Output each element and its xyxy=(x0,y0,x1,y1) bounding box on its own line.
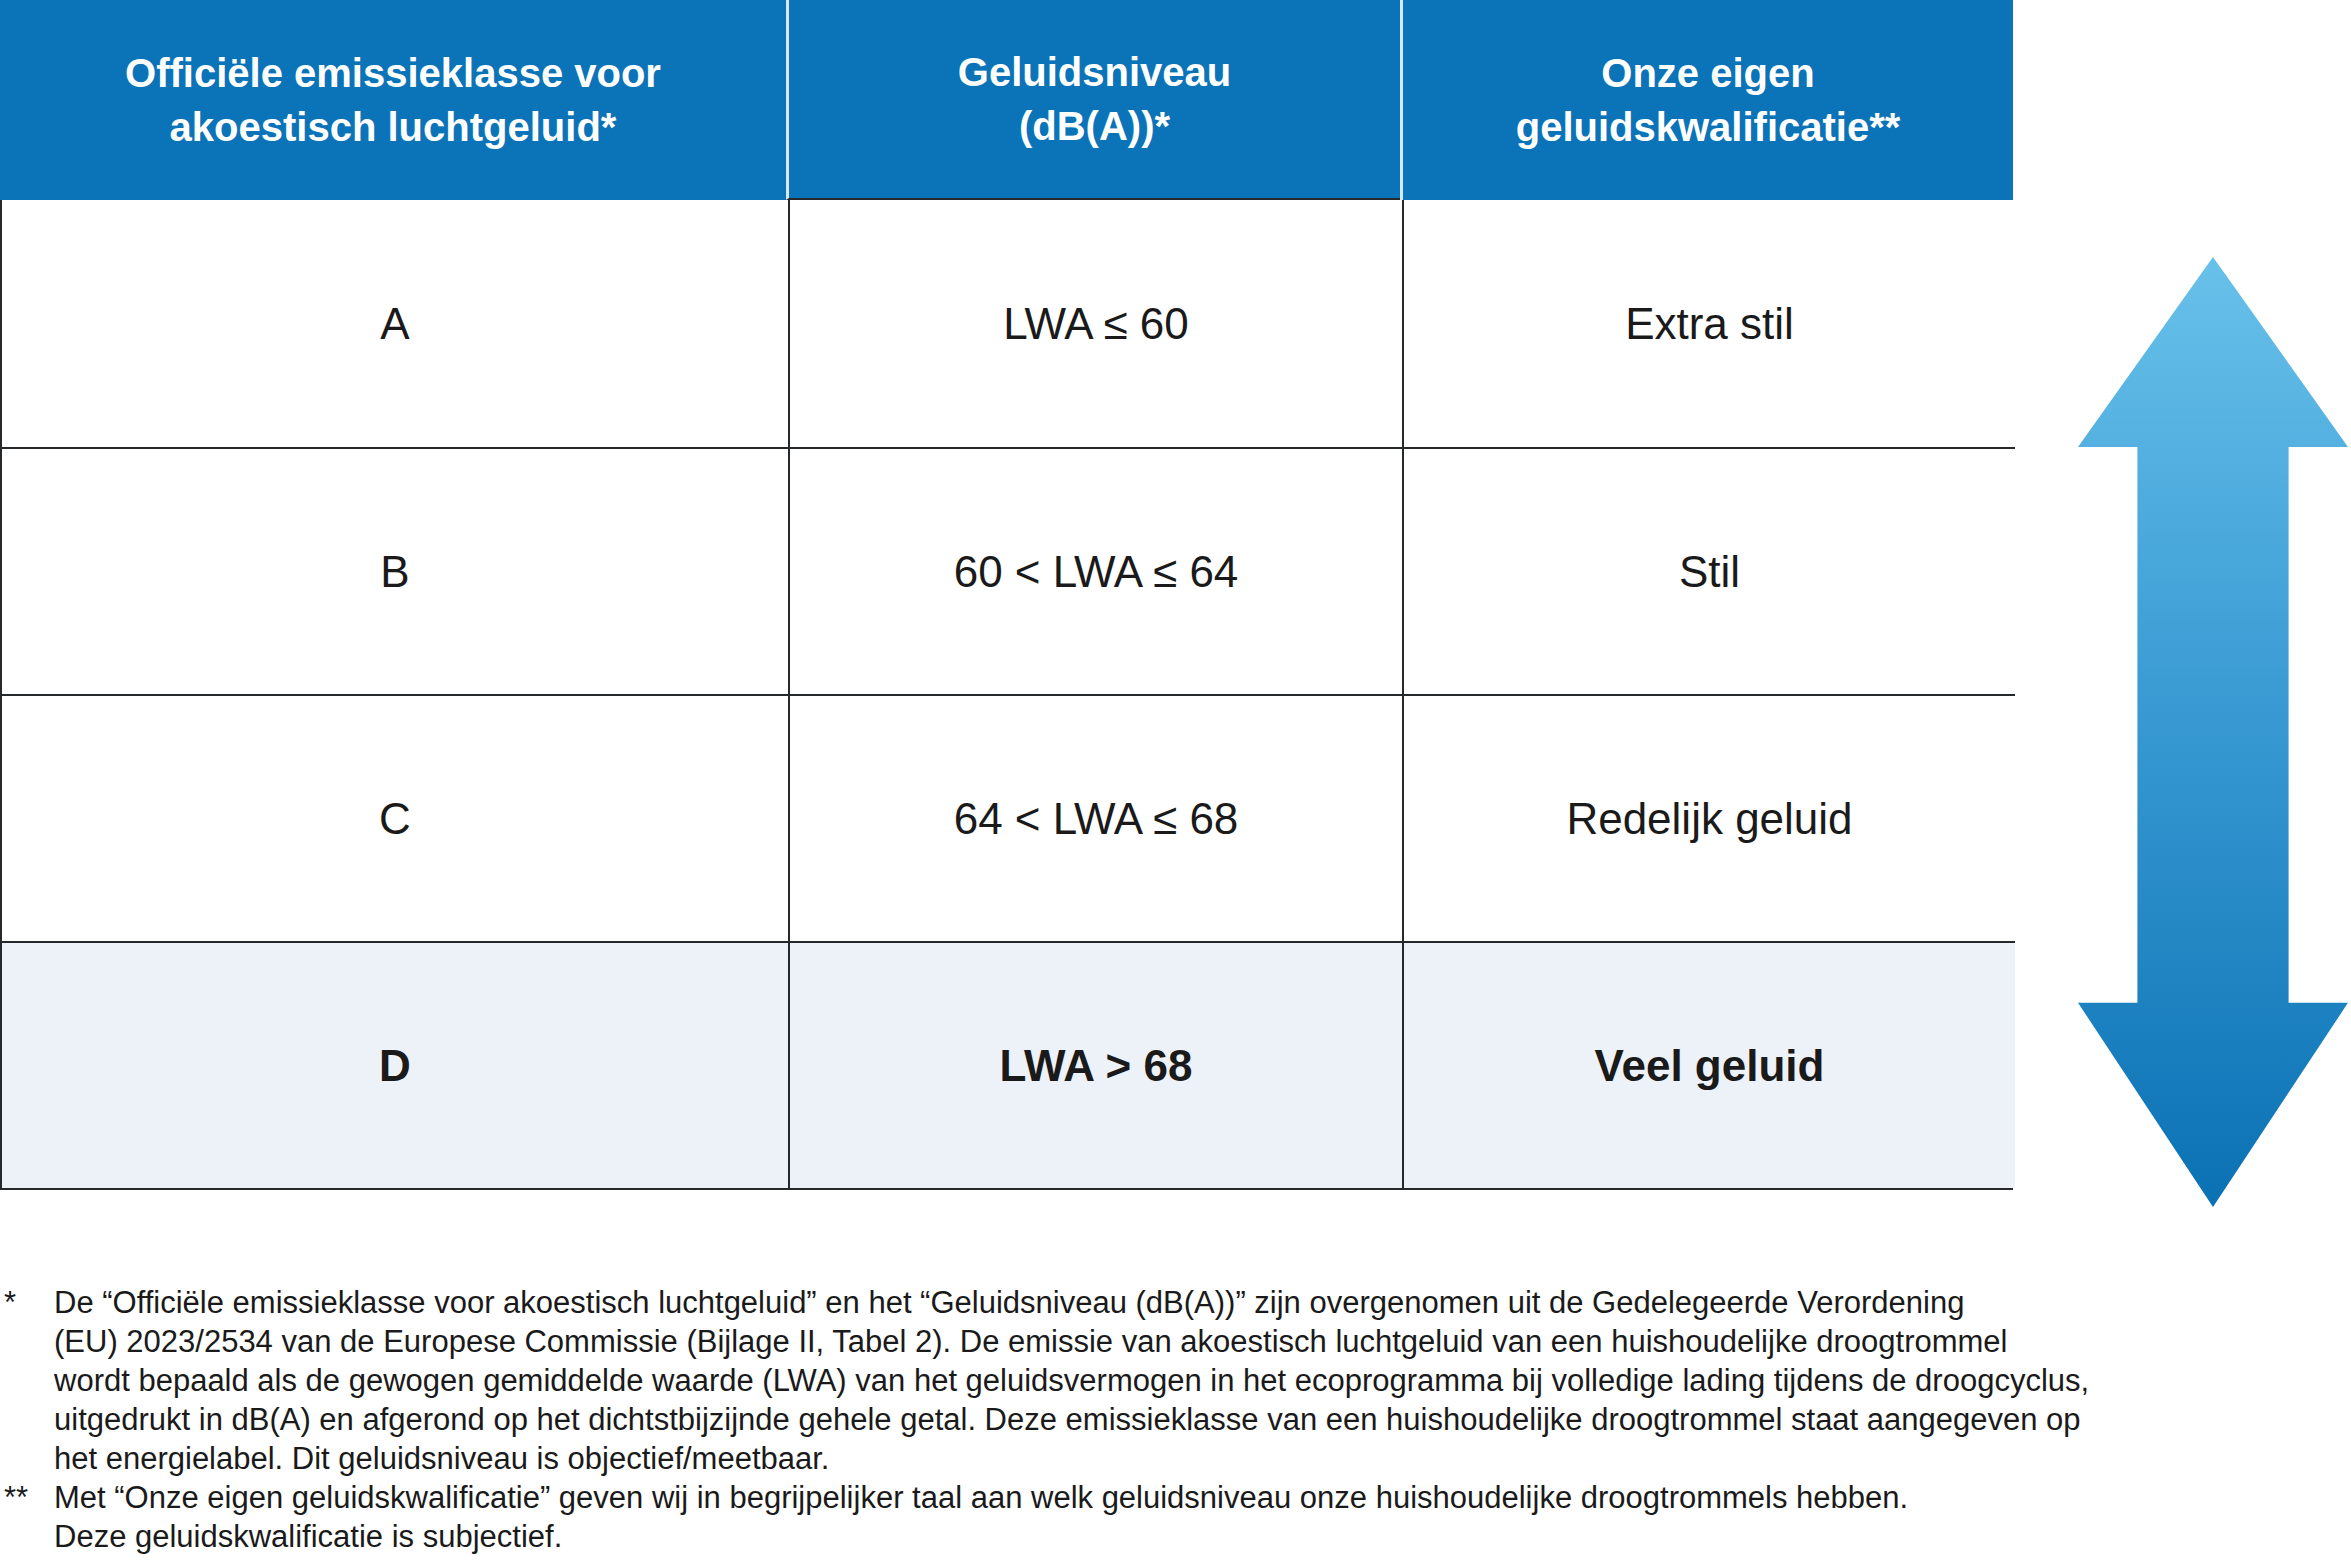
footnote-line: wordt bepaald als de gewogen gemiddelde … xyxy=(54,1361,2349,1400)
cell-geluidsniveau: LWA ≤ 60 xyxy=(788,200,1402,447)
footnote-emissieklasse: * De “Officiële emissieklasse voor akoes… xyxy=(4,1283,2349,1478)
up-down-arrow-icon xyxy=(2078,257,2348,1207)
footnote-line: De “Officiële emissieklasse voor akoesti… xyxy=(54,1283,2349,1322)
footnote-line: Deze geluidskwalificatie is subjectief. xyxy=(54,1517,2349,1556)
footnote-geluidskwalificatie: ** Met “Onze eigen geluidskwalificatie” … xyxy=(4,1478,2349,1556)
footnote-line: Met “Onze eigen geluidskwalificatie” gev… xyxy=(54,1478,2349,1517)
asterisk-marker: * xyxy=(4,1283,16,1322)
column-header-line: Officiële emissieklasse voor xyxy=(125,46,661,100)
table-header-row: Officiële emissieklasse voor akoestisch … xyxy=(0,0,2013,200)
cell-klasse: C xyxy=(2,694,788,941)
footnote-line: (EU) 2023/2534 van de Europese Commissie… xyxy=(54,1322,2349,1361)
footnote-line: uitgedrukt in dB(A) en afgerond op het d… xyxy=(54,1400,2349,1439)
cell-kwalificatie: Extra stil xyxy=(1402,200,2015,447)
column-header-line: geluidskwalificatie** xyxy=(1516,100,1901,154)
double-asterisk-marker: ** xyxy=(4,1478,28,1517)
cell-kwalificatie: Veel geluid xyxy=(1402,941,2015,1188)
noise-class-table: Officiële emissieklasse voor akoestisch … xyxy=(0,0,2013,1190)
cell-geluidsniveau: 64 < LWA ≤ 68 xyxy=(788,694,1402,941)
column-header-line: Onze eigen xyxy=(1601,46,1814,100)
cell-kwalificatie: Redelijk geluid xyxy=(1402,694,2015,941)
column-header-line: Geluidsniveau xyxy=(958,45,1231,99)
column-header-geluidskwalificatie: Onze eigen geluidskwalificatie** xyxy=(1400,0,2013,200)
cell-klasse: A xyxy=(2,200,788,447)
cell-kwalificatie: Stil xyxy=(1402,447,2015,694)
column-header-geluidsniveau: Geluidsniveau (dB(A))* xyxy=(786,0,1400,200)
cell-geluidsniveau: LWA > 68 xyxy=(788,941,1402,1188)
cell-geluidsniveau: 60 < LWA ≤ 64 xyxy=(788,447,1402,694)
column-header-emissieklasse: Officiële emissieklasse voor akoestisch … xyxy=(0,0,786,200)
cell-klasse: D xyxy=(2,941,788,1188)
column-header-line: akoestisch luchtgeluid* xyxy=(170,100,617,154)
footnote-line: het energielabel. Dit geluidsniveau is o… xyxy=(54,1439,2349,1478)
column-header-line: (dB(A))* xyxy=(1019,99,1170,153)
table-body: A LWA ≤ 60 Extra stil B 60 < LWA ≤ 64 St… xyxy=(0,200,2013,1190)
footnotes: * De “Officiële emissieklasse voor akoes… xyxy=(4,1283,2349,1556)
cell-klasse: B xyxy=(2,447,788,694)
